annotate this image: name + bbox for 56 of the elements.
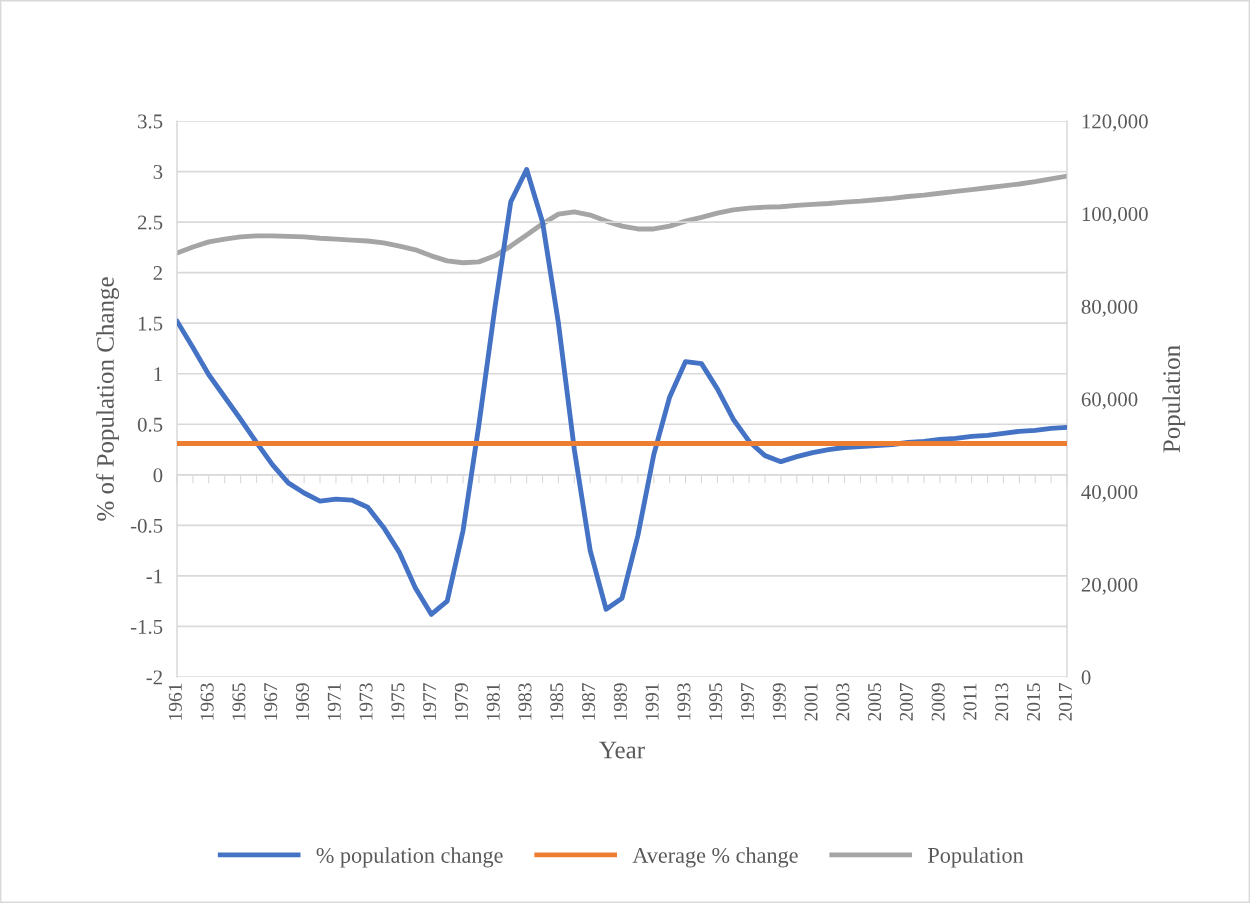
legend-label: Average % change <box>632 847 798 868</box>
y-tick-label: 2 <box>153 266 162 280</box>
y2-axis-title: Population <box>1162 345 1186 453</box>
y-tick-label: -2 <box>146 670 162 685</box>
y2-tick-label: 40,000 <box>1081 485 1138 503</box>
x-tick-label: 1985 <box>550 683 564 720</box>
x-tick-label: 2007 <box>899 683 913 721</box>
y-tick-label: -0.5 <box>130 518 163 533</box>
x-tick-label: 2017 <box>1058 683 1072 721</box>
x-tick-label: 1971 <box>327 683 341 720</box>
x-tick-label: 2013 <box>995 683 1009 721</box>
x-tick-label: 2003 <box>836 683 850 721</box>
line-series <box>177 167 1067 617</box>
x-tick-label: 1993 <box>677 683 691 720</box>
x-tick-label: 1977 <box>423 683 437 720</box>
x-tick-label: 1987 <box>581 683 596 720</box>
y2-tick-label: 100,000 <box>1082 207 1148 225</box>
y-tick-label: -1 <box>146 569 162 584</box>
x-axis-title: Year <box>599 741 645 759</box>
y2-tick-label: 0 <box>1081 670 1091 685</box>
x-tick-label: 1973 <box>359 683 373 720</box>
y-tick-label: 1.5 <box>138 316 163 331</box>
y2-tick-label: 20,000 <box>1081 577 1138 595</box>
x-tick-label: 1969 <box>295 683 310 720</box>
x-tick-label: 2001 <box>804 683 818 721</box>
x-tick-label: 2009 <box>931 683 945 721</box>
x-tick-label: 1983 <box>518 683 532 720</box>
x-tick-label: 1979 <box>454 683 468 720</box>
x-tick-label: 1999 <box>772 683 786 720</box>
x-tick-label: 2015 <box>1026 683 1041 721</box>
x-tick-label: 1961 <box>168 683 182 720</box>
x-tick-label: 1991 <box>645 683 659 720</box>
y-axis-title: % of Population Change <box>96 277 120 521</box>
y-tick-label: 3 <box>153 164 163 179</box>
y2-tick-label: 120,000 <box>1082 114 1148 132</box>
x-tick-label: 1967 <box>264 683 278 720</box>
x-tick-label: 1995 <box>709 683 723 720</box>
legend-label: Population <box>928 847 1024 868</box>
y-tick-label: 0.5 <box>137 417 163 432</box>
y-tick-label: -1.5 <box>130 619 163 634</box>
x-tick-label: 1965 <box>232 683 246 720</box>
x-tick-label: 2011 <box>963 683 977 720</box>
y-tick-label: 0 <box>153 468 163 483</box>
y2-tick-label: 80,000 <box>1081 299 1138 317</box>
x-tick-label: 1975 <box>391 683 405 720</box>
y2-tick-label: 60,000 <box>1081 392 1138 410</box>
line-series <box>177 173 1067 266</box>
legend-label: % population change <box>316 847 503 868</box>
y-tick-label: 2.5 <box>137 215 163 230</box>
y-tick-label: 1 <box>154 367 162 381</box>
x-tick-label: 1963 <box>200 683 214 720</box>
x-tick-label: 1997 <box>740 683 755 720</box>
x-tick-label: 1981 <box>486 683 500 720</box>
x-tick-label: 1989 <box>613 683 627 720</box>
y-tick-label: 3.5 <box>138 114 163 129</box>
x-tick-label: 2005 <box>868 683 882 721</box>
